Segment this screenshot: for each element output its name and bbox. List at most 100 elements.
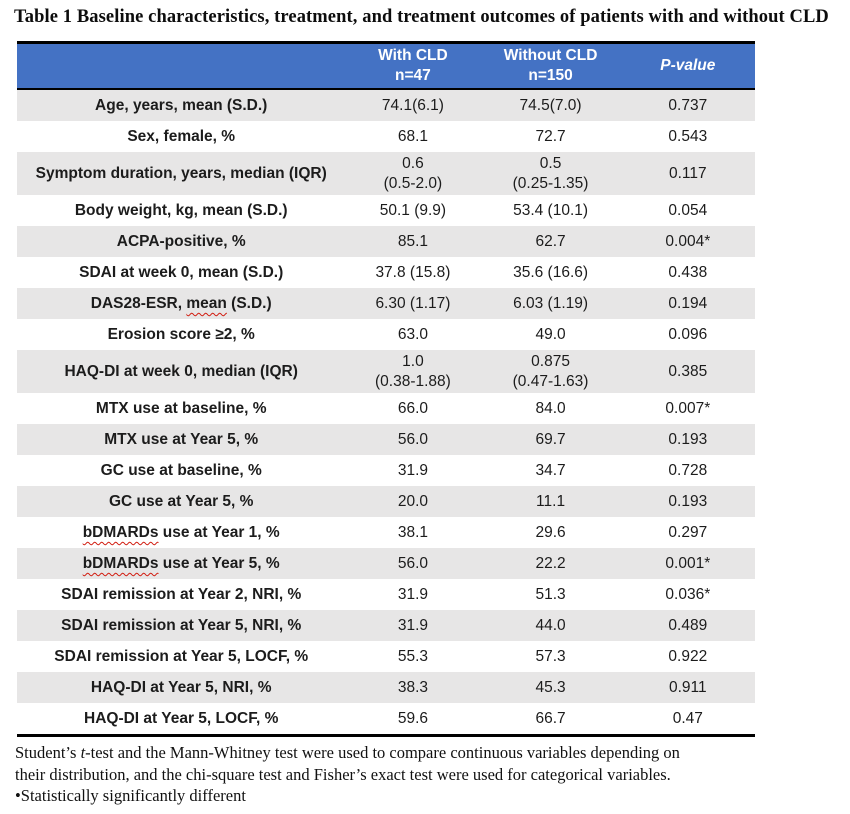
cell-with-cld: 74.1(6.1): [381, 97, 444, 115]
cell-with-cld: 50.1 (9.9): [379, 202, 447, 220]
cell-p-value: 0.385: [668, 363, 708, 381]
cell-p-value: 0.922: [668, 648, 708, 666]
row-label: Sex, female, %: [127, 128, 236, 146]
table-row: GC use at Year 5, % 20.0 11.1 0.193: [17, 486, 755, 518]
cell-without-cld: 11.1: [536, 493, 566, 511]
cell-with-cld: 68.1: [397, 128, 429, 146]
header-row-label: [17, 44, 345, 88]
row-label: Symptom duration, years, median (IQR): [35, 165, 327, 183]
row-label: Body weight, kg, mean (S.D.): [74, 202, 288, 220]
table-row: MTX use at baseline, % 66.0 84.0 0.007*: [17, 393, 755, 424]
row-label: SDAI remission at Year 5, NRI, %: [61, 617, 302, 635]
cell-without-cld: 45.3: [535, 679, 566, 697]
cell-with-cld: 1.0 (0.38-1.88): [375, 353, 451, 390]
spellcheck-squiggle-text: bDMARDs: [82, 555, 159, 573]
cell-p-value: 0.737: [668, 97, 708, 115]
cell-with-cld: 59.6: [397, 710, 429, 728]
spellcheck-squiggle-text: bDMARDs: [82, 524, 159, 542]
footnote: Student’s t-test and the Mann-Whitney te…: [15, 742, 830, 806]
cell-p-value: 0.193: [668, 431, 708, 449]
row-label: Erosion score ≥2, %: [107, 326, 255, 344]
cell-without-cld: 22.2: [535, 555, 566, 573]
cell-with-cld: 31.9: [397, 462, 429, 480]
table-body: Age, years, mean (S.D.) 74.1(6.1) 74.5(7.0…: [17, 90, 755, 738]
cell-without-cld: 0.875 (0.47-1.63): [512, 353, 589, 390]
cell-with-cld: 37.8 (15.8): [375, 264, 451, 282]
cell-with-cld: 31.9: [397, 586, 429, 604]
cell-with-cld: 20.0: [397, 493, 429, 511]
cell-with-cld: 85.1: [397, 233, 429, 251]
table-row: Sex, female, % 68.1 72.7 0.543: [17, 121, 755, 152]
cell-with-cld: 0.6 (0.5-2.0): [383, 155, 443, 192]
cell-with-cld: 38.1: [397, 524, 429, 542]
row-label: MTX use at baseline, %: [95, 400, 267, 418]
cell-with-cld: 56.0: [397, 555, 429, 573]
cell-p-value: 0.001*: [665, 555, 711, 573]
cell-without-cld: 72.7: [535, 128, 566, 146]
row-label: HAQ-DI at Year 5, LOCF, %: [84, 710, 279, 728]
cell-without-cld: 44.0: [535, 617, 566, 635]
cell-without-cld: 74.5(7.0): [519, 97, 582, 115]
table-row: HAQ-DI at week 0, median (IQR) 1.0 (0.38-…: [17, 350, 755, 394]
row-label: HAQ-DI at week 0, median (IQR): [64, 363, 298, 381]
table-row: SDAI remission at Year 5, NRI, % 31.9 44.0…: [17, 610, 755, 642]
cell-with-cld: 55.3: [397, 648, 429, 666]
cell-p-value: 0.054: [668, 202, 708, 220]
table-row: Erosion score ≥2, % 63.0 49.0 0.096: [17, 319, 755, 350]
cell-p-value: 0.438: [668, 264, 708, 282]
row-label: SDAI remission at Year 2, NRI, %: [61, 586, 302, 604]
cell-p-value: 0.036*: [665, 586, 711, 604]
cell-without-cld: 35.6 (16.6): [513, 264, 589, 282]
header-without-cld: Without CLD n=150: [503, 47, 598, 85]
footnote-methods: Student’s t-test and the Mann-Whitney te…: [15, 742, 830, 785]
row-label: SDAI remission at Year 5, LOCF, %: [54, 648, 309, 666]
cell-without-cld: 84.0: [535, 400, 566, 418]
cell-without-cld: 49.0: [535, 326, 566, 344]
row-label: GC use at baseline, %: [100, 462, 262, 480]
cell-p-value: 0.489: [668, 617, 708, 635]
cell-without-cld: 57.3: [535, 648, 566, 666]
footnote-methods-post: -test and the Mann-Whitney test were use…: [15, 743, 680, 784]
table-row: HAQ-DI at Year 5, LOCF, % 59.6 66.7 0.47: [17, 703, 755, 734]
row-label: MTX use at Year 5, %: [104, 431, 259, 449]
spellcheck-squiggle-text: mean: [186, 295, 227, 313]
cell-p-value: 0.194: [668, 295, 708, 313]
header-p-value: P-value: [660, 57, 716, 75]
cell-without-cld: 51.3: [535, 586, 566, 604]
table-row: MTX use at Year 5, % 56.0 69.7 0.193: [17, 424, 755, 456]
row-label: SDAI at week 0, mean (S.D.): [79, 264, 284, 282]
cell-p-value: 0.007*: [665, 400, 711, 418]
cell-p-value: 0.117: [669, 165, 707, 183]
row-label: bDMARDs use at Year 1, %: [82, 524, 280, 542]
cell-without-cld: 53.4 (10.1): [513, 202, 589, 220]
table-row: Body weight, kg, mean (S.D.) 50.1 (9.9) 53…: [17, 195, 755, 226]
cell-with-cld: 31.9: [397, 617, 429, 635]
cell-p-value: 0.193: [668, 493, 708, 511]
table-title: Table 1 Baseline characteristics, treatm…: [14, 7, 829, 27]
row-label: GC use at Year 5, %: [108, 493, 254, 511]
table-row: Symptom duration, years, median (IQR) 0.6…: [17, 152, 755, 196]
cell-p-value: 0.543: [668, 128, 708, 146]
cell-without-cld: 66.7: [535, 710, 566, 728]
table-header: With CLD n=47 Without CLD n=150 P-value: [17, 41, 755, 91]
cell-with-cld: 66.0: [397, 400, 429, 418]
cell-without-cld: 69.7: [535, 431, 566, 449]
row-label: Age, years, mean (S.D.): [95, 97, 268, 115]
row-label: ACPA-positive, %: [116, 233, 246, 251]
cell-p-value: 0.297: [668, 524, 708, 542]
cell-p-value: 0.911: [669, 679, 707, 697]
cell-p-value: 0.004*: [665, 233, 711, 251]
cell-with-cld: 63.0: [397, 326, 429, 344]
table-row: HAQ-DI at Year 5, NRI, % 38.3 45.3 0.911: [17, 672, 755, 704]
table-row: GC use at baseline, % 31.9 34.7 0.728: [17, 455, 755, 486]
row-label: bDMARDs use at Year 5, %: [82, 555, 280, 573]
cell-without-cld: 0.5 (0.25-1.35): [512, 155, 589, 192]
row-label: DAS28-ESR, mean (S.D.): [90, 295, 272, 313]
cell-p-value: 0.47: [672, 710, 703, 728]
cell-without-cld: 6.03 (1.19): [513, 295, 589, 313]
table-row: DAS28-ESR, mean (S.D.) 6.30 (1.17) 6.03 (1…: [17, 288, 755, 320]
cell-with-cld: 56.0: [397, 431, 429, 449]
header-with-cld: With CLD n=47: [378, 47, 448, 85]
data-table: With CLD n=47 Without CLD n=150 P-value Ag…: [17, 41, 755, 738]
